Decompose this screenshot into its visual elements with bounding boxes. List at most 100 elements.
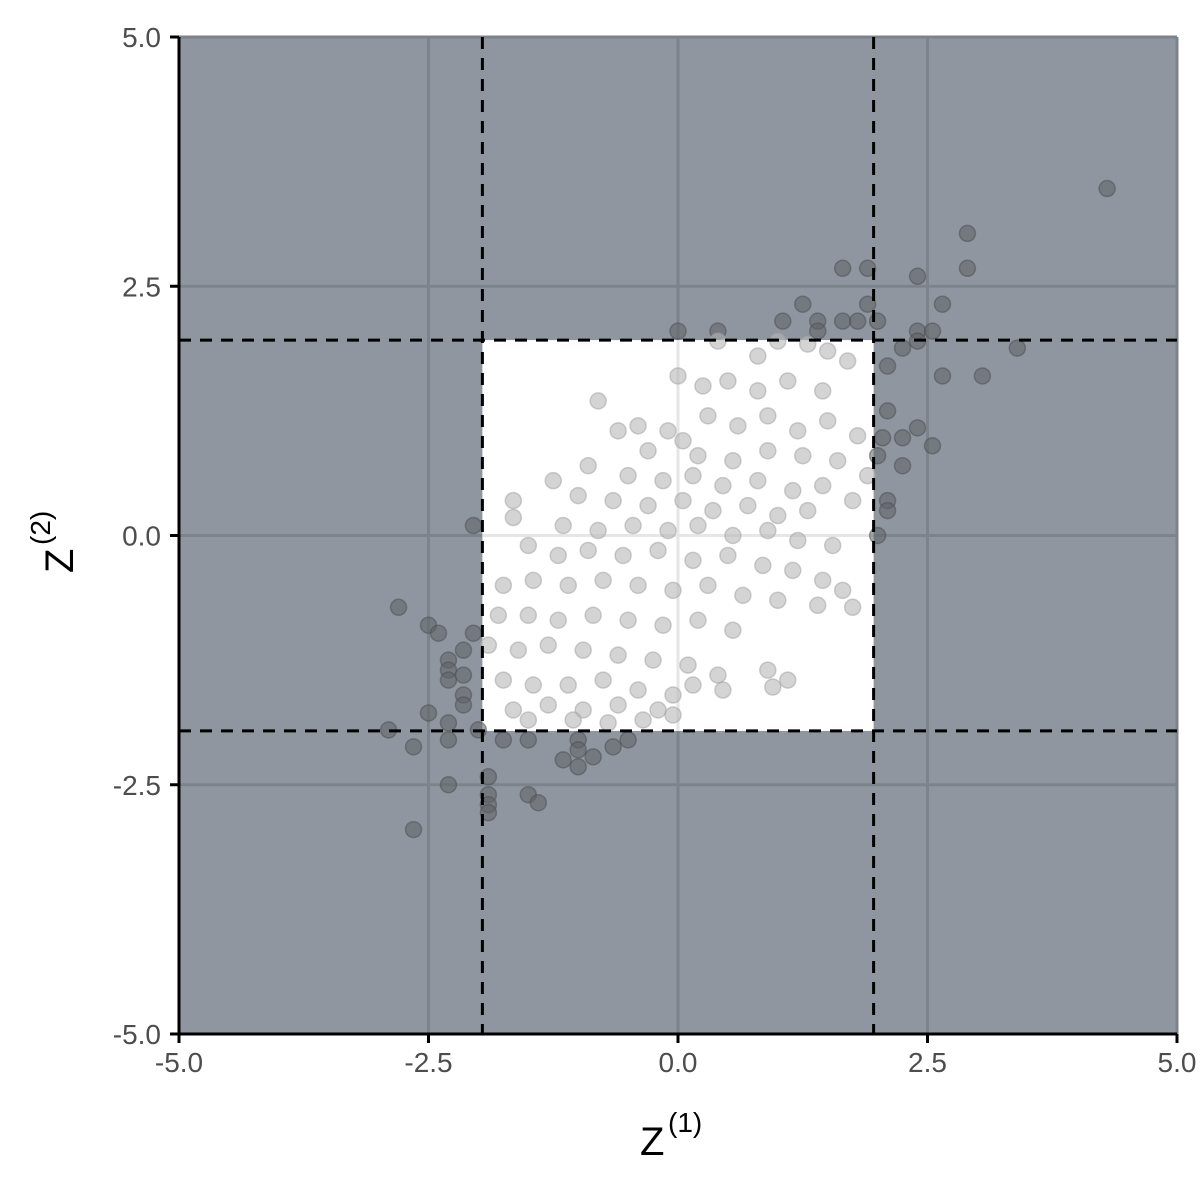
data-point-109 — [544, 471, 562, 490]
data-point-79 — [749, 382, 767, 400]
data-point-186 — [634, 711, 652, 729]
data-point-116 — [704, 501, 722, 520]
data-point-34 — [868, 526, 887, 545]
data-point-154 — [584, 606, 602, 625]
data-point-46 — [454, 696, 473, 714]
data-point-164 — [644, 651, 662, 669]
data-point-175 — [684, 676, 702, 694]
data-point-182 — [649, 701, 667, 719]
data-point-4 — [858, 259, 877, 278]
data-point-82 — [589, 392, 607, 410]
x-tick-label-4: 5.0 — [1158, 1047, 1197, 1078]
data-point-104 — [714, 476, 732, 495]
data-point-91 — [848, 427, 867, 445]
data-point-162 — [574, 641, 592, 659]
data-point-151 — [489, 606, 508, 625]
data-point-93 — [639, 442, 657, 460]
data-point-139 — [833, 581, 852, 600]
data-point-75 — [838, 352, 857, 370]
data-point-103 — [684, 466, 702, 485]
y-tick-label-2: 0.0 — [122, 521, 161, 552]
data-point-44 — [454, 666, 473, 684]
data-point-106 — [784, 481, 802, 500]
data-point-60 — [569, 758, 587, 776]
data-point-29 — [868, 446, 887, 465]
data-point-145 — [664, 581, 682, 600]
data-point-110 — [504, 491, 523, 510]
data-point-31 — [923, 437, 942, 455]
data-point-121 — [589, 521, 607, 540]
data-point-47 — [419, 704, 438, 722]
y-tick-label-1: -2.5 — [113, 770, 161, 801]
x-axis-title: Z (1) — [640, 1107, 702, 1164]
data-point-126 — [759, 521, 777, 540]
data-point-61 — [604, 738, 622, 756]
data-point-179 — [539, 696, 558, 714]
x-tick-label-3: 2.5 — [908, 1047, 947, 1078]
data-point-147 — [734, 586, 752, 605]
data-point-136 — [754, 556, 772, 575]
data-point-50 — [439, 731, 458, 749]
data-point-165 — [679, 656, 697, 674]
data-point-5 — [908, 267, 927, 286]
data-point-6 — [933, 295, 952, 313]
data-point-138 — [813, 571, 832, 590]
data-point-150 — [843, 598, 862, 617]
data-point-71 — [749, 347, 767, 365]
data-point-169 — [494, 671, 513, 689]
data-point-117 — [739, 496, 757, 515]
data-point-118 — [769, 506, 787, 525]
data-point-112 — [569, 486, 587, 505]
axes: -5.0 -2.5 0.0 2.5 5.0 -5.0 -2.5 0.0 2.5 5.0 — [113, 22, 1197, 1078]
data-point-187 — [664, 706, 682, 724]
y-tick-label-3: 2.5 — [122, 271, 161, 302]
data-point-78 — [719, 372, 737, 390]
data-point-183 — [519, 711, 538, 729]
data-point-48 — [439, 714, 458, 732]
data-point-22 — [878, 357, 897, 375]
data-point-130 — [549, 546, 567, 565]
data-point-148 — [769, 591, 787, 610]
data-point-83 — [629, 417, 647, 435]
data-point-30 — [893, 456, 912, 475]
data-point-11 — [833, 312, 852, 330]
data-point-36 — [389, 598, 408, 617]
data-point-39 — [464, 624, 483, 642]
data-point-23 — [933, 367, 952, 385]
data-point-143 — [594, 571, 612, 590]
data-point-92 — [609, 422, 627, 440]
data-point-53 — [494, 731, 513, 749]
data-point-120 — [554, 516, 572, 535]
data-point-69 — [404, 820, 423, 839]
data-point-160 — [509, 641, 528, 659]
data-point-122 — [624, 516, 642, 535]
data-point-84 — [659, 422, 677, 440]
data-point-100 — [579, 456, 597, 475]
data-point-144 — [629, 576, 647, 595]
data-point-174 — [664, 686, 682, 704]
data-point-161 — [539, 636, 558, 654]
data-point-74 — [818, 342, 837, 360]
data-point-13 — [868, 312, 887, 330]
data-point-63 — [479, 768, 498, 786]
data-point-178 — [504, 701, 523, 719]
data-point-27 — [873, 429, 892, 447]
data-point-76 — [669, 367, 687, 385]
data-point-94 — [689, 446, 707, 465]
data-point-40 — [454, 641, 473, 659]
data-point-96 — [759, 442, 777, 460]
data-point-132 — [614, 546, 632, 565]
y-axis-title-base: Z — [38, 549, 82, 573]
x-axis-title-superscript: (1) — [668, 1107, 702, 1138]
data-point-135 — [719, 546, 737, 565]
data-point-105 — [749, 471, 767, 490]
data-point-66 — [479, 803, 498, 822]
data-point-107 — [813, 476, 832, 495]
data-point-156 — [654, 616, 672, 634]
data-point-111 — [504, 508, 523, 527]
data-point-158 — [724, 621, 742, 639]
x-tick-label-1: -2.5 — [404, 1047, 452, 1078]
data-point-185 — [599, 714, 617, 732]
data-point-171 — [559, 676, 577, 694]
